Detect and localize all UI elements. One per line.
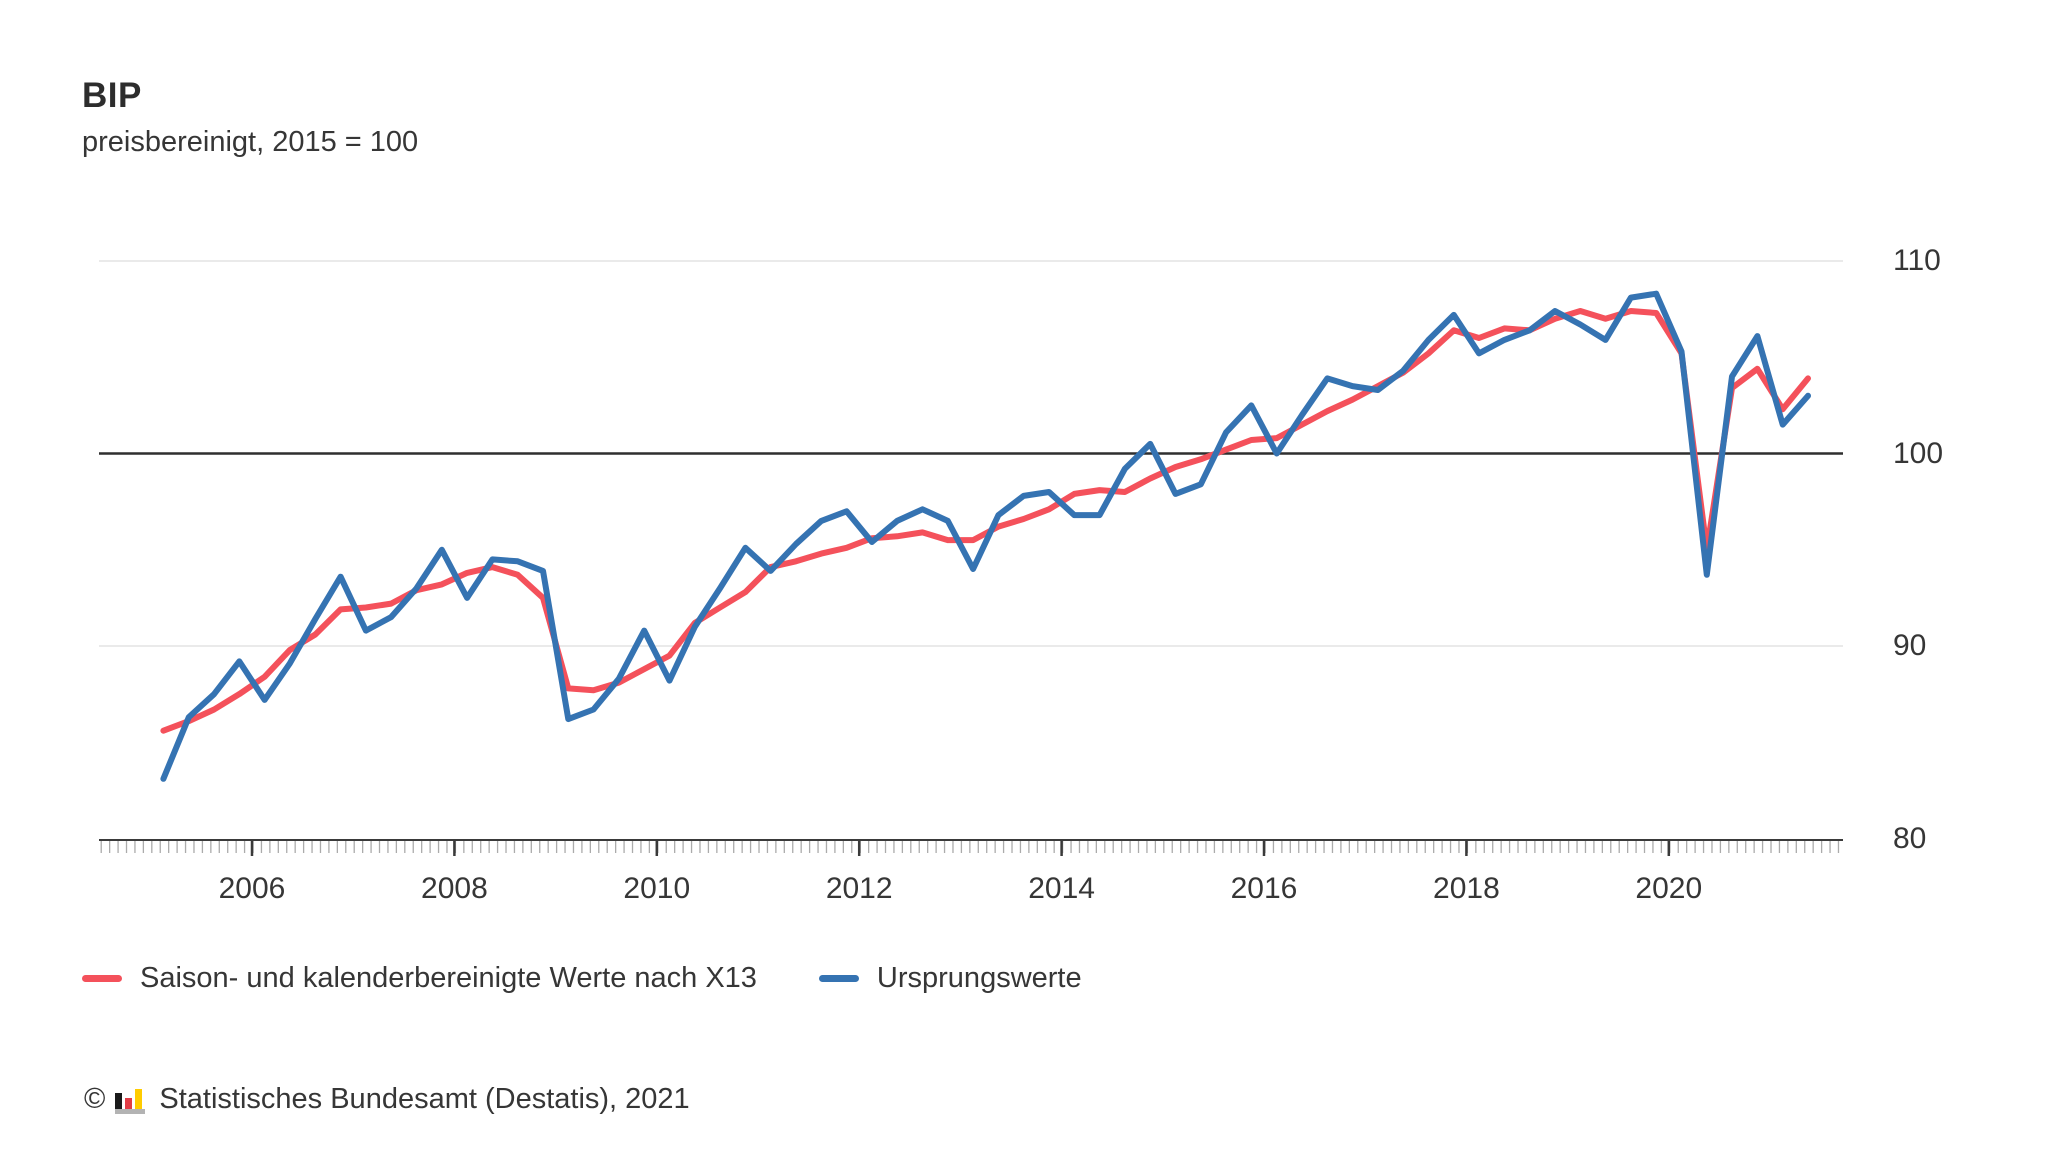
y-tick-label-80: 80 xyxy=(1893,821,1927,855)
original-series-swatch xyxy=(818,975,859,982)
x-tick-label-2018: 2018 xyxy=(1433,872,1500,905)
x-tick-label-2016: 2016 xyxy=(1230,872,1298,905)
page-subtitle: preisbereinigt, 2015 = 100 xyxy=(82,126,419,158)
x-tick-label-2006: 2006 xyxy=(218,872,286,905)
page-title: BIP xyxy=(82,76,142,115)
y-tick-label-110: 110 xyxy=(1893,244,1941,277)
line-chart xyxy=(99,260,1843,856)
legend-item-adjusted: Saison- und kalenderbereinigte Werte nac… xyxy=(82,962,757,995)
adjusted-values-line xyxy=(160,308,1811,734)
adjusted-series-swatch xyxy=(82,975,122,982)
copyright-symbol: © xyxy=(84,1082,106,1115)
x-tick-label-2020: 2020 xyxy=(1635,872,1703,905)
x-tick-label-2014: 2014 xyxy=(1028,872,1095,905)
source-line: © Statistisches Bundesamt (Destatis), 20… xyxy=(84,1082,690,1116)
legend: Saison- und kalenderbereinigte Werte nac… xyxy=(82,962,1082,995)
y-tick-label-100: 100 xyxy=(1893,436,1944,470)
original-values-line xyxy=(160,290,1811,782)
original-series-label: Ursprungswerte xyxy=(876,962,1082,994)
destatis-bar-chart-icon xyxy=(115,1082,147,1116)
adjusted-series-label: Saison- und kalenderbereinigte Werte nac… xyxy=(140,962,757,994)
x-tick-label-2012: 2012 xyxy=(825,872,893,905)
legend-item-original: Ursprungswerte xyxy=(818,962,1082,995)
x-tick-label-2010: 2010 xyxy=(623,872,691,905)
x-tick-label-2008: 2008 xyxy=(421,872,488,905)
source-text: Statistisches Bundesamt (Destatis), 2021 xyxy=(159,1082,690,1115)
y-tick-label-90: 90 xyxy=(1893,629,1927,662)
